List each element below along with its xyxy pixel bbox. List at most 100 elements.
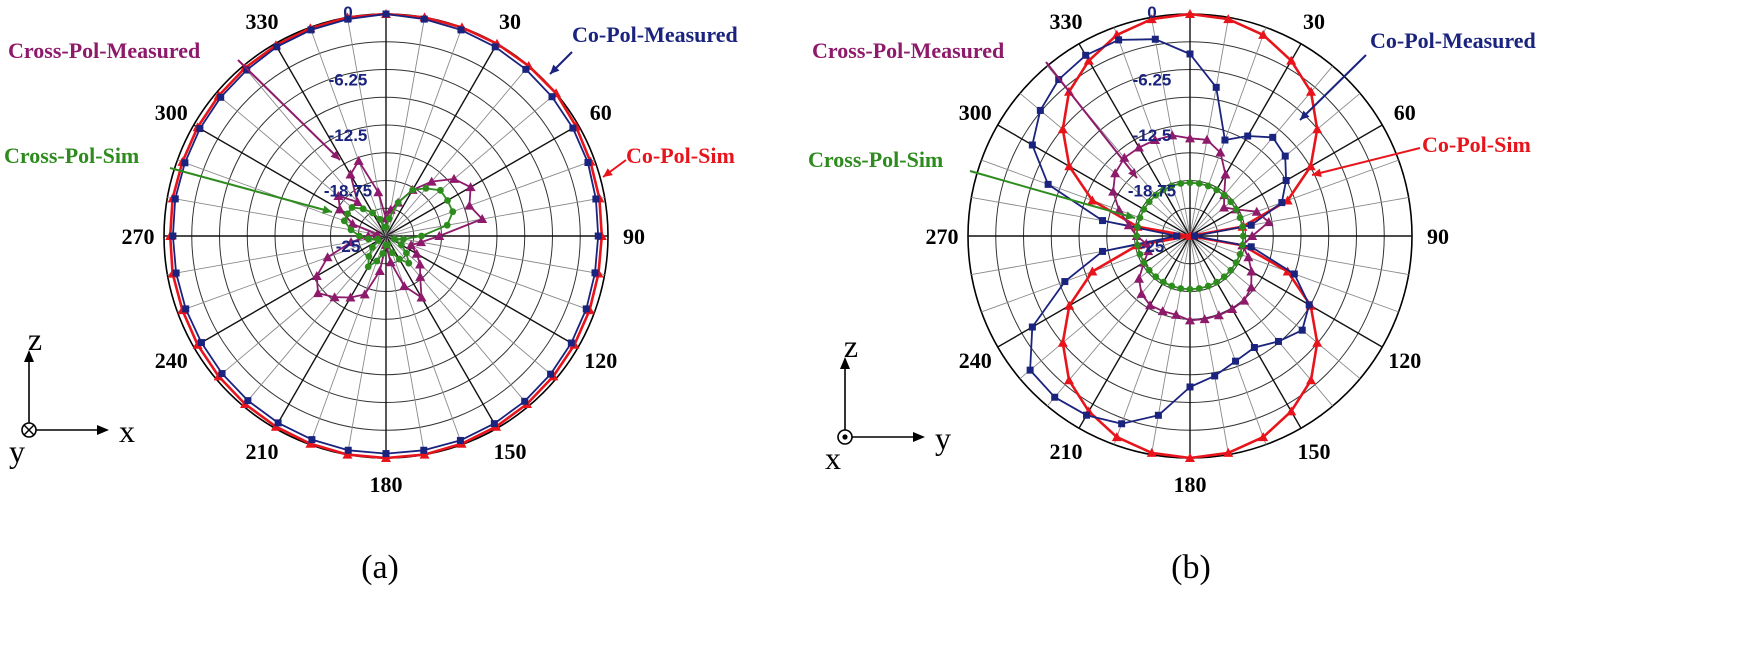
series-label: Co-Pol-Measured: [572, 22, 738, 47]
angle-tick-label: 240: [155, 348, 188, 373]
data-point: [1186, 179, 1194, 187]
data-point: [347, 226, 355, 234]
angle-tick-label: 180: [370, 472, 403, 497]
data-point: [1140, 259, 1148, 267]
grid-spoke: [309, 27, 387, 237]
data-point: [569, 124, 577, 132]
radial-tick-label: 0: [343, 3, 352, 22]
data-point: [1186, 383, 1194, 391]
data-point: [1278, 199, 1286, 207]
data-point: [1190, 232, 1198, 240]
data-point: [521, 397, 529, 405]
grid-spoke: [981, 235, 1191, 313]
data-point: [1026, 366, 1034, 374]
data-point: [1269, 133, 1277, 141]
callout-arrowhead: [1312, 168, 1322, 177]
callout-arrowhead: [550, 64, 560, 74]
data-point: [1282, 266, 1293, 276]
data-point: [399, 281, 410, 291]
data-point: [416, 292, 427, 302]
callout-line: [1311, 147, 1421, 176]
data-point: [1136, 288, 1147, 298]
callout-arrowhead: [330, 150, 340, 160]
grid-spoke: [1151, 17, 1191, 237]
grid-spoke: [1189, 92, 1361, 237]
data-point: [382, 241, 390, 249]
radial-tick-label: -6.25: [329, 71, 368, 90]
data-point: [374, 235, 382, 243]
data-point: [457, 26, 465, 34]
polar-grid: [163, 13, 609, 459]
data-point: [1227, 198, 1235, 206]
data-point: [1167, 130, 1178, 140]
angle-tick-label: 330: [246, 9, 279, 34]
data-point: [409, 186, 417, 194]
data-point: [1151, 35, 1159, 43]
angle-tick-label: 120: [584, 348, 617, 373]
angle-tick-label: 210: [246, 439, 279, 464]
data-point: [592, 195, 600, 203]
data-point: [1213, 278, 1221, 286]
data-point: [1250, 344, 1258, 352]
data-point: [1185, 133, 1195, 143]
data-point: [1177, 180, 1185, 187]
data-point: [347, 218, 358, 228]
data-point: [352, 196, 363, 206]
data-point: [1223, 447, 1234, 457]
data-point: [307, 26, 315, 34]
data-point: [1140, 205, 1148, 213]
data-point: [1298, 326, 1306, 334]
data-point: [274, 419, 282, 427]
grid-spoke: [385, 197, 605, 237]
data-point: [594, 232, 602, 240]
grid-spoke: [193, 124, 387, 237]
data-point: [359, 205, 367, 213]
data-point: [395, 255, 403, 263]
grid-spoke: [215, 235, 387, 380]
data-point: [171, 195, 179, 203]
data-point: [340, 217, 348, 225]
callout-arrowhead: [603, 168, 613, 177]
data-point: [1221, 136, 1229, 144]
data-point: [1281, 152, 1289, 160]
data-point: [1263, 217, 1274, 227]
data-point: [456, 436, 464, 444]
data-point: [344, 210, 351, 218]
angle-tick-label: 270: [122, 224, 155, 249]
grid-spoke: [1189, 235, 1383, 348]
data-point: [1118, 420, 1126, 428]
data-point: [182, 305, 190, 313]
grid-spoke: [1189, 235, 1229, 455]
data-point: [169, 232, 177, 240]
grid-spoke: [1189, 235, 1267, 445]
data-point: [1258, 432, 1269, 442]
polar-chart-a: 0 -6.25 -12.5 -18.75 -25 0 30 60 90 120 150 180 210 2…: [4, 0, 738, 586]
callout-arrowhead: [1300, 110, 1310, 120]
data-point: [1286, 55, 1297, 65]
data-point: [1082, 51, 1090, 59]
data-point: [1199, 314, 1210, 324]
axis-right-arrow: [97, 425, 109, 435]
axis-right-label: y: [935, 420, 951, 456]
data-point: [1159, 278, 1167, 286]
axis-up-arrow: [840, 357, 850, 369]
grid-spoke: [385, 92, 557, 237]
data-point: [1195, 285, 1203, 292]
data-point: [1186, 285, 1194, 293]
grid-spoke: [385, 65, 530, 237]
angle-tick-label: 330: [1050, 9, 1083, 34]
callout-line: [169, 167, 333, 213]
data-point: [420, 15, 428, 23]
series-cross-pol-measured: [311, 155, 488, 302]
subfigure-caption: (b): [1171, 549, 1211, 586]
data-point: [1290, 270, 1298, 278]
data-point: [1159, 186, 1167, 194]
data-point: [345, 169, 356, 179]
grid-spoke: [385, 124, 579, 237]
data-point: [385, 215, 393, 222]
polar-grid: [967, 13, 1413, 459]
data-point: [1145, 198, 1153, 206]
data-point: [405, 259, 413, 267]
data-point: [1185, 315, 1195, 325]
data-point: [1177, 285, 1185, 292]
